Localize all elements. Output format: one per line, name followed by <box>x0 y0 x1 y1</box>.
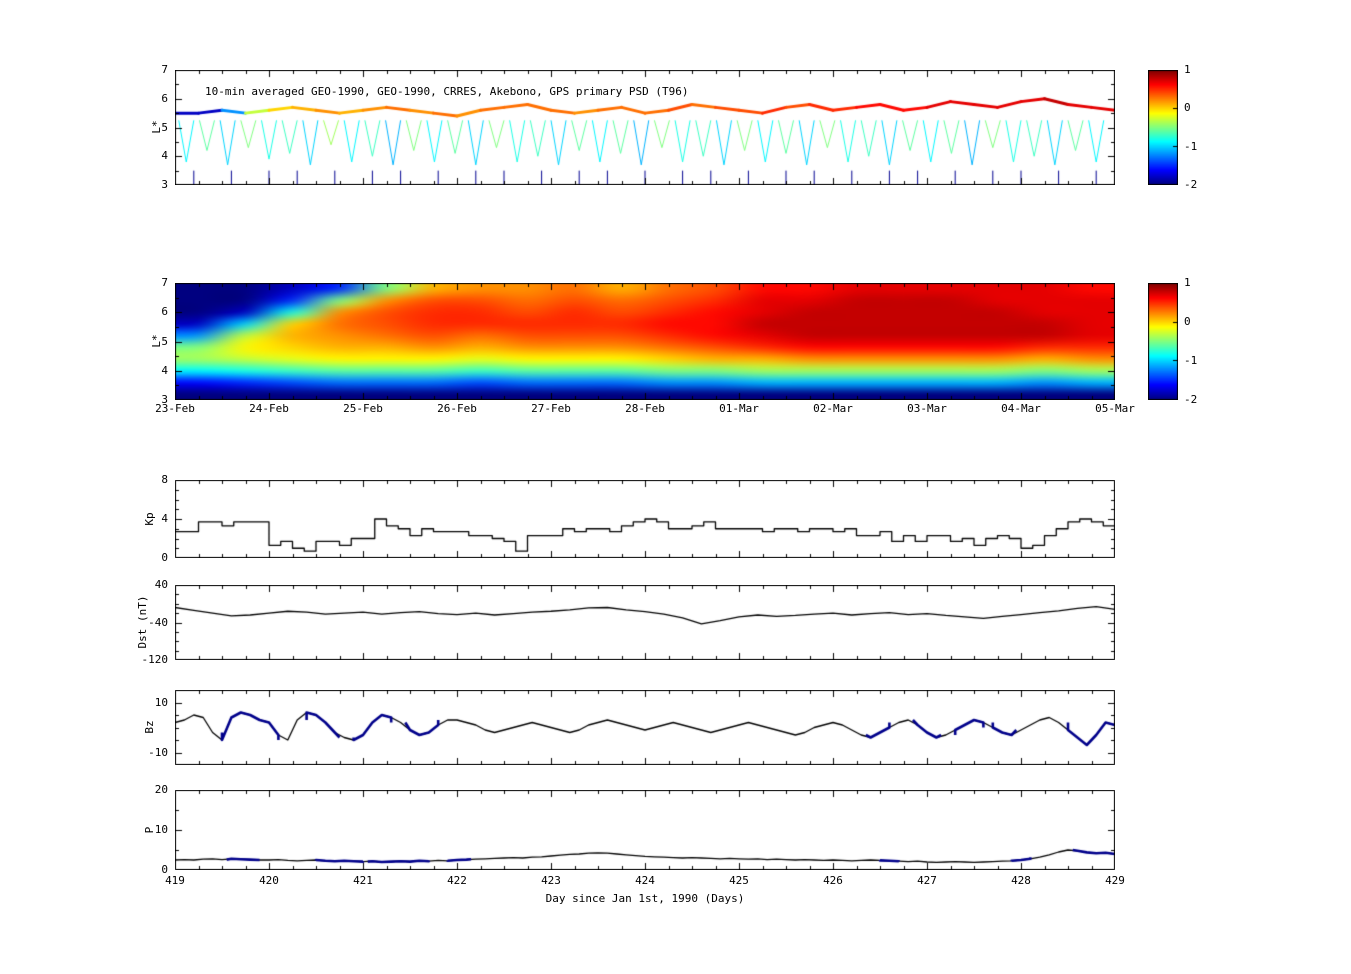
dst-canvas <box>175 585 1115 660</box>
psd-l-time-map-ytick-label: 4 <box>161 364 168 377</box>
day-tick-label: 421 <box>353 874 373 887</box>
psd-heatmap-canvas <box>175 283 1115 400</box>
date-tick-label: 26-Feb <box>437 402 477 415</box>
psd-orbit-tracks-ytick-label: 5 <box>161 121 168 134</box>
colorbar-1 <box>1148 70 1178 185</box>
solar-wind-pressure-ytick-label: 20 <box>154 783 168 796</box>
solar-wind-pressure-ytick-label: 0 <box>161 863 168 876</box>
psd-l-time-map-ytick-label: 3 <box>161 393 168 406</box>
bz-canvas <box>175 690 1115 765</box>
day-tick-label: 420 <box>259 874 279 887</box>
imf-bz-ytick-label: -10 <box>148 746 168 759</box>
day-tick-label: 425 <box>729 874 749 887</box>
dst-index-ytick-label: 40 <box>154 578 168 591</box>
dst-panel <box>175 585 1115 660</box>
colorbar-tick-label: -1 <box>1184 140 1198 153</box>
kp-canvas <box>175 480 1115 558</box>
day-tick-label: 427 <box>917 874 937 887</box>
date-tick-label: 04-Mar <box>1001 402 1041 415</box>
x-axis-label: Day since Jan 1st, 1990 (Days) <box>545 892 745 905</box>
date-tick-label: 28-Feb <box>625 402 665 415</box>
kp-index-ytick-label: 4 <box>161 512 168 525</box>
colorbar-tick-label: 1 <box>1184 63 1191 76</box>
date-tick-label: 05-Mar <box>1095 402 1135 415</box>
psd-heatmap-panel <box>175 283 1115 400</box>
kp-panel <box>175 480 1115 558</box>
colorbar-tick-label: -2 <box>1184 393 1198 406</box>
colorbar-tick-label: -1 <box>1184 354 1198 367</box>
date-tick-label: 01-Mar <box>719 402 759 415</box>
psd-scatter-canvas <box>175 70 1115 185</box>
kp-index-ytick-label: 8 <box>161 473 168 486</box>
psd-l-time-map-ytick-label: 6 <box>161 305 168 318</box>
kp-index-ytick-label: 0 <box>161 551 168 564</box>
date-tick-label: 27-Feb <box>531 402 571 415</box>
psd-l-time-map-ytick-label: 5 <box>161 335 168 348</box>
plot-title: 10-min averaged GEO-1990, GEO-1990, CRRE… <box>205 85 689 98</box>
day-tick-label: 423 <box>541 874 561 887</box>
psd-orbit-tracks-ytick-label: 4 <box>161 149 168 162</box>
colorbar-2-canvas <box>1148 283 1178 400</box>
psd-orbit-tracks-ytick-label: 3 <box>161 178 168 191</box>
bz-panel <box>175 690 1115 765</box>
dst-index-ytick-label: -120 <box>141 653 169 666</box>
day-tick-label: 419 <box>165 874 185 887</box>
day-tick-label: 422 <box>447 874 467 887</box>
colorbar-tick-label: 0 <box>1184 315 1191 328</box>
day-tick-label: 424 <box>635 874 655 887</box>
psd-l-time-map-ytick-label: 7 <box>161 276 168 289</box>
pressure-canvas <box>175 790 1115 870</box>
date-tick-label: 03-Mar <box>907 402 947 415</box>
dst-index-ytick-label: -40 <box>148 616 168 629</box>
psd-scatter-panel <box>175 70 1115 185</box>
date-tick-label: 02-Mar <box>813 402 853 415</box>
day-tick-label: 428 <box>1011 874 1031 887</box>
date-tick-label: 23-Feb <box>155 402 195 415</box>
day-tick-label: 429 <box>1105 874 1125 887</box>
imf-bz-ytick-label: 10 <box>154 696 168 709</box>
colorbar-2 <box>1148 283 1178 400</box>
colorbar-tick-label: 1 <box>1184 276 1191 289</box>
date-tick-label: 24-Feb <box>249 402 289 415</box>
day-tick-label: 426 <box>823 874 843 887</box>
solar-wind-pressure-ytick-label: 10 <box>154 823 168 836</box>
colorbar-tick-label: -2 <box>1184 178 1198 191</box>
colorbar-1-canvas <box>1148 70 1178 185</box>
psd-orbit-tracks-ytick-label: 6 <box>161 92 168 105</box>
pressure-panel <box>175 790 1115 870</box>
psd-orbit-tracks-ytick-label: 7 <box>161 63 168 76</box>
colorbar-tick-label: 0 <box>1184 101 1191 114</box>
date-tick-label: 25-Feb <box>343 402 383 415</box>
